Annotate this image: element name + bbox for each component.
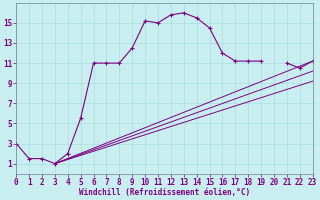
X-axis label: Windchill (Refroidissement éolien,°C): Windchill (Refroidissement éolien,°C) [79, 188, 250, 197]
